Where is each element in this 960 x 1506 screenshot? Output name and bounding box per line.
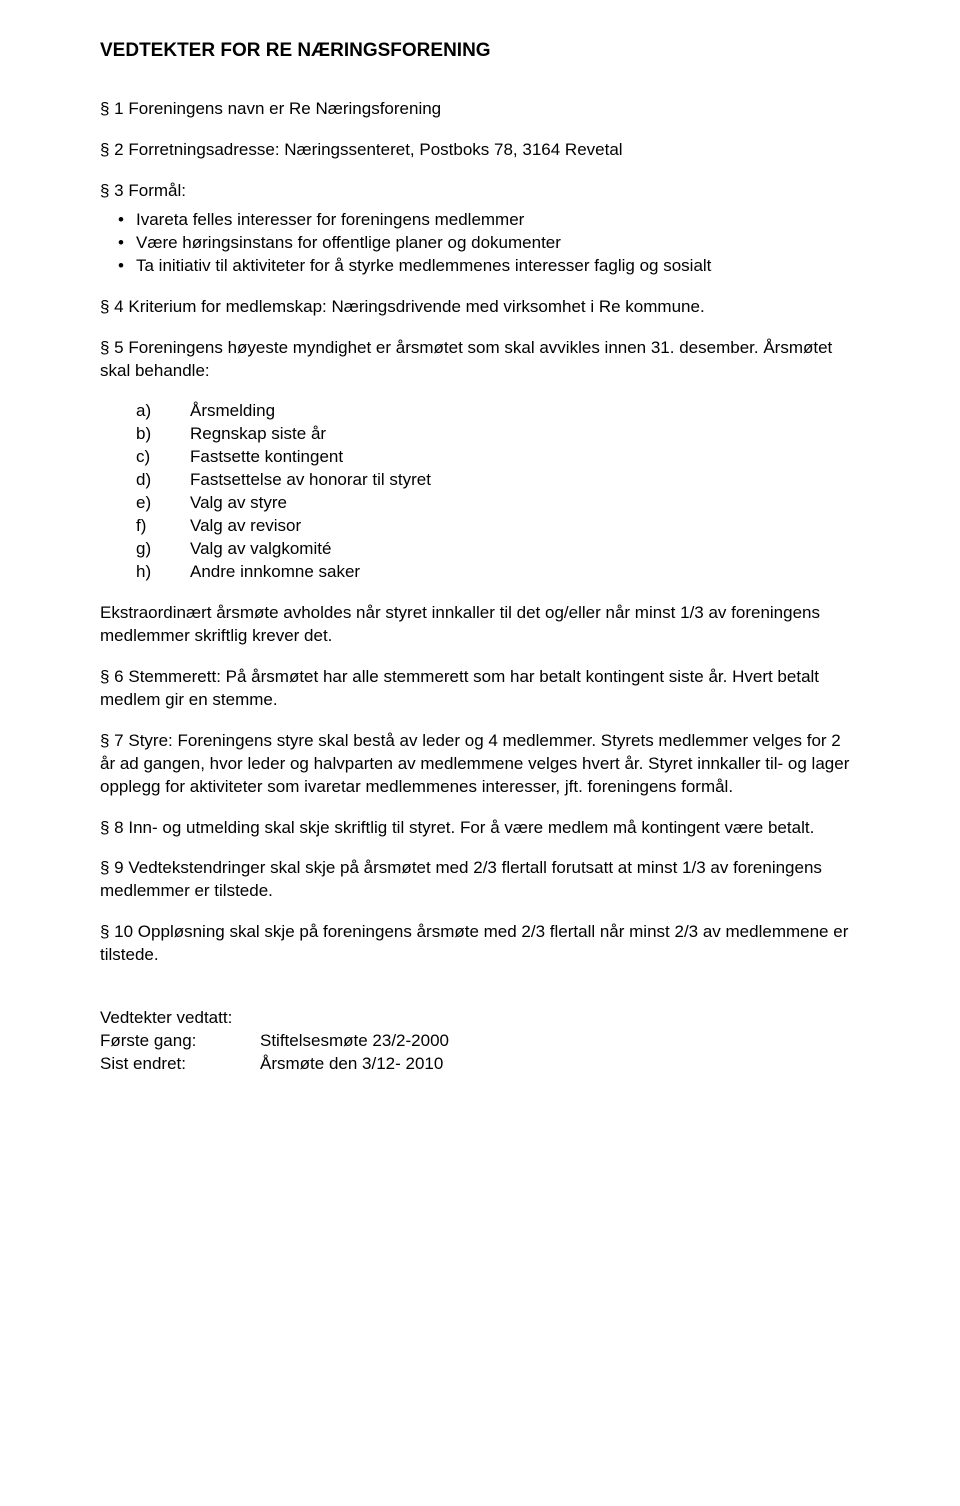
list-marker: e) bbox=[136, 492, 190, 515]
section-4: § 4 Kriterium for medlemskap: Næringsdri… bbox=[100, 296, 860, 319]
footer-row: Første gang: Stiftelsesmøte 23/2-2000 bbox=[100, 1030, 860, 1053]
list-marker: b) bbox=[136, 423, 190, 446]
section-7: § 7 Styre: Foreningens styre skal bestå … bbox=[100, 730, 860, 799]
document-title: VEDTEKTER FOR RE NÆRINGSFORENING bbox=[100, 40, 860, 62]
footer-label: Sist endret: bbox=[100, 1053, 260, 1076]
section-3-bullet: Være høringsinstans for offentlige plane… bbox=[136, 232, 860, 255]
section-5-intro: § 5 Foreningens høyeste myndighet er års… bbox=[100, 337, 860, 383]
section-5-item: b) Regnskap siste år bbox=[136, 423, 860, 446]
section-5-item: c) Fastsette kontingent bbox=[136, 446, 860, 469]
document-page: VEDTEKTER FOR RE NÆRINGSFORENING § 1 For… bbox=[50, 0, 910, 1116]
list-text: Andre innkomne saker bbox=[190, 561, 360, 584]
list-marker: g) bbox=[136, 538, 190, 561]
footer-label: Første gang: bbox=[100, 1030, 260, 1053]
list-marker: c) bbox=[136, 446, 190, 469]
list-text: Valg av revisor bbox=[190, 515, 301, 538]
footer-value: Årsmøte den 3/12- 2010 bbox=[260, 1053, 443, 1076]
section-2: § 2 Forretningsadresse: Næringssenteret,… bbox=[100, 139, 860, 162]
section-8: § 8 Inn- og utmelding skal skje skriftli… bbox=[100, 817, 860, 840]
section-3-bullet: Ivareta felles interesser for foreningen… bbox=[136, 209, 860, 232]
footer-block: Vedtekter vedtatt: Første gang: Stiftels… bbox=[100, 1007, 860, 1076]
list-marker: h) bbox=[136, 561, 190, 584]
list-text: Valg av valgkomité bbox=[190, 538, 331, 561]
list-text: Regnskap siste år bbox=[190, 423, 326, 446]
section-6: § 6 Stemmerett: På årsmøtet har alle ste… bbox=[100, 666, 860, 712]
list-marker: d) bbox=[136, 469, 190, 492]
section-5-list: a) Årsmelding b) Regnskap siste år c) Fa… bbox=[100, 400, 860, 584]
section-5-item: d) Fastsettelse av honorar til styret bbox=[136, 469, 860, 492]
section-9: § 9 Vedtekstendringer skal skje på årsmø… bbox=[100, 857, 860, 903]
footer-row: Sist endret: Årsmøte den 3/12- 2010 bbox=[100, 1053, 860, 1076]
list-text: Årsmelding bbox=[190, 400, 275, 423]
section-10: § 10 Oppløsning skal skje på foreningens… bbox=[100, 921, 860, 967]
section-3-heading: § 3 Formål: bbox=[100, 180, 860, 203]
list-marker: a) bbox=[136, 400, 190, 423]
section-5-item: g) Valg av valgkomité bbox=[136, 538, 860, 561]
footer-heading: Vedtekter vedtatt: bbox=[100, 1007, 860, 1030]
list-text: Fastsettelse av honorar til styret bbox=[190, 469, 431, 492]
section-5-item: f) Valg av revisor bbox=[136, 515, 860, 538]
section-5-item: e) Valg av styre bbox=[136, 492, 860, 515]
section-1: § 1 Foreningens navn er Re Næringsforeni… bbox=[100, 98, 860, 121]
list-text: Valg av styre bbox=[190, 492, 287, 515]
section-5-item: h) Andre innkomne saker bbox=[136, 561, 860, 584]
footer-value: Stiftelsesmøte 23/2-2000 bbox=[260, 1030, 449, 1053]
list-marker: f) bbox=[136, 515, 190, 538]
section-3-bullets: Ivareta felles interesser for foreningen… bbox=[100, 209, 860, 278]
section-5-extra: Ekstraordinært årsmøte avholdes når styr… bbox=[100, 602, 860, 648]
section-3-bullet: Ta initiativ til aktiviteter for å styrk… bbox=[136, 255, 860, 278]
list-text: Fastsette kontingent bbox=[190, 446, 343, 469]
section-5-item: a) Årsmelding bbox=[136, 400, 860, 423]
